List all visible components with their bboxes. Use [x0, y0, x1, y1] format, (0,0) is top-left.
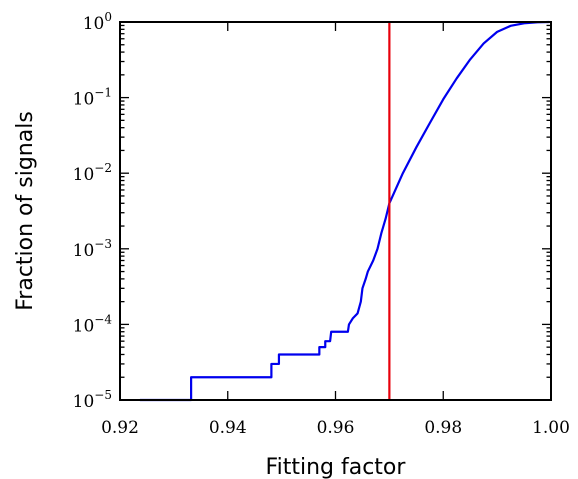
y-tick-label: 100: [83, 10, 112, 34]
series-line-0: [139, 20, 550, 402]
y-tick-label: 10−1: [73, 86, 112, 110]
plot-frame: [119, 21, 552, 401]
plot-series: [139, 20, 550, 402]
y-tick-label: 10−5: [73, 388, 112, 412]
y-tick-label: 10−3: [73, 237, 112, 261]
x-tick-label: 0.98: [424, 418, 462, 438]
x-tick-label: 0.92: [101, 418, 139, 438]
x-axis-title: Fitting factor: [266, 455, 407, 479]
x-tick-label: 0.94: [209, 418, 247, 438]
axis-ticks: [119, 21, 552, 401]
y-tick-label: 10−2: [73, 161, 112, 185]
x-tick-labels: 0.92 0.94 0.96 0.98 1.00: [101, 418, 570, 438]
y-axis-title: Fraction of signals: [13, 111, 38, 311]
x-tick-label: 1.00: [532, 418, 570, 438]
y-tick-labels: 10−5 10−4 10−3 10−2 10−1 100: [73, 10, 113, 412]
x-tick-label: 0.96: [317, 418, 355, 438]
y-tick-label: 10−4: [73, 312, 113, 336]
